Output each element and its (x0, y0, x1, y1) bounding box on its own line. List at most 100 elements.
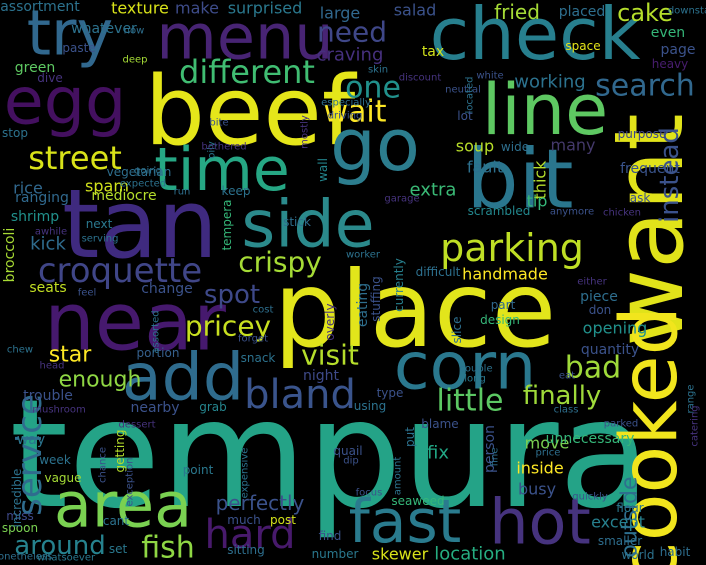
cloud-word-area: area (54, 469, 192, 542)
cloud-word-exception: exception (125, 458, 136, 507)
cloud-word-currently: currently (392, 258, 406, 312)
cloud-word-way: way (17, 432, 45, 448)
cloud-word-nearby: nearby (131, 400, 180, 416)
cloud-word-miss: miss (6, 509, 34, 523)
cloud-word-bad: bad (565, 351, 621, 386)
cloud-word-part: part (491, 298, 516, 312)
cloud-word-catering: catering (690, 405, 701, 446)
cloud-word-lot: lot (457, 109, 473, 123)
cloud-word-outside: outside (618, 476, 643, 557)
cloud-word-purpose: purpose (618, 127, 667, 141)
cloud-word-stop: stop (2, 126, 28, 140)
cloud-word-chicken: chicken (603, 208, 641, 219)
cloud-word-want: want (595, 113, 705, 346)
cloud-word-search: search (595, 69, 695, 104)
cloud-word-bland: bland (244, 372, 356, 418)
cloud-word-hot: hot (489, 486, 591, 559)
cloud-word-eating: eating (355, 283, 371, 327)
cloud-word-couple: couple (459, 364, 492, 375)
cloud-word-one: one (345, 71, 401, 106)
cloud-word-bothered: bothered (201, 142, 246, 153)
cloud-word-sitting: sitting (227, 543, 265, 557)
cloud-word-placed: placed (559, 4, 606, 20)
cloud-word-change: change (141, 281, 193, 297)
cloud-word-inside: inside (516, 459, 563, 478)
cloud-word-croquette: croquette (38, 251, 202, 291)
cloud-word-going: going (134, 166, 162, 177)
cloud-word-star: star (49, 343, 93, 368)
cloud-word-range: range (686, 384, 697, 413)
cloud-word-thick: thick (531, 160, 550, 200)
cloud-word-beef: beef (145, 57, 358, 167)
cloud-word-fine: fine (490, 448, 501, 467)
cloud-word-shrimp: shrimp (11, 209, 59, 225)
cloud-word-chew: chew (7, 345, 33, 356)
cloud-word-go: go (330, 103, 420, 187)
cloud-word-eat: eat (559, 371, 575, 382)
cloud-word-spot: spot (204, 280, 260, 310)
cloud-word-parked: parked (604, 419, 639, 430)
cloud-word-portion: portion (137, 346, 180, 360)
cloud-word-street: street (28, 139, 122, 177)
cloud-word-price: price (536, 448, 561, 459)
cloud-word-mediocre: mediocre (91, 188, 156, 204)
cloud-word-bit: bit (467, 133, 574, 228)
cloud-word-kick: kick (30, 234, 66, 255)
cloud-word-salad: salad (394, 1, 437, 20)
cloud-word-much: much (227, 513, 261, 527)
cloud-word-awhile: awhile (35, 227, 67, 238)
cloud-word-side: side (241, 188, 374, 263)
cloud-word-design: design (480, 313, 520, 327)
cloud-word-slice: slice (450, 317, 464, 344)
cloud-word-green: green (15, 60, 55, 76)
cloud-word-skewer: skewer (372, 545, 429, 564)
cloud-word-around: around (14, 531, 105, 561)
cloud-word-fast: fast (349, 487, 462, 557)
cloud-word-service: service (10, 394, 50, 516)
cloud-word-instead: instead (655, 127, 685, 223)
cloud-word-egg: egg (4, 65, 127, 140)
cloud-word-quail: quail (333, 444, 362, 458)
cloud-word-quantity: quantity (581, 342, 639, 358)
cloud-word-vague: vague (44, 471, 81, 485)
cloud-word-craving: craving (317, 45, 384, 66)
cloud-word-neutral: neutral (445, 85, 481, 96)
cloud-word-incredible: incredible (10, 469, 24, 528)
cloud-word-focus: focus (356, 488, 383, 499)
cloud-word-little: little (437, 384, 504, 419)
cloud-word-snack: snack (241, 351, 276, 365)
cloud-word-trouble: trouble (23, 388, 73, 404)
cloud-word-seats: seats (29, 280, 66, 296)
cloud-word-heavy: heavy (652, 57, 689, 71)
cloud-word-page: page (661, 42, 696, 58)
cloud-word-finally: finally (523, 381, 602, 411)
cloud-word-surprised: surprised (228, 0, 303, 18)
cloud-word-time: time (154, 135, 290, 205)
cloud-word-opening: opening (583, 319, 648, 338)
cloud-word-chance: chance (98, 447, 109, 483)
cloud-word-extra: extra (410, 180, 457, 201)
cloud-word-night: night (303, 368, 340, 384)
cloud-word-check: check (430, 0, 641, 76)
cloud-word-perfectly: perfectly (216, 491, 305, 515)
cloud-word-find: find (319, 529, 342, 543)
cloud-word-assortment: assortment (0, 0, 80, 15)
cloud-word-corn: corn (394, 330, 536, 405)
cloud-word-except: except (591, 513, 645, 532)
cloud-word-tip: tip (527, 192, 548, 211)
cloud-word-keep: keep (222, 184, 251, 198)
cloud-word-tan: tan (62, 170, 218, 280)
cloud-word-discount: discount (399, 73, 442, 84)
cloud-word-amount: amount (393, 457, 404, 496)
cloud-word-visit: visit (301, 339, 359, 372)
cloud-word-serving: serving (82, 234, 119, 245)
cloud-word-set: set (109, 542, 128, 556)
cloud-word-whatsoever: whatsoever (37, 553, 96, 564)
cloud-word-dip: dip (343, 456, 358, 467)
cloud-word-place: place (274, 249, 557, 371)
cloud-word-even: even (651, 25, 685, 41)
cloud-word-long: long (464, 374, 486, 385)
cloud-word-menu: menu (156, 1, 333, 74)
